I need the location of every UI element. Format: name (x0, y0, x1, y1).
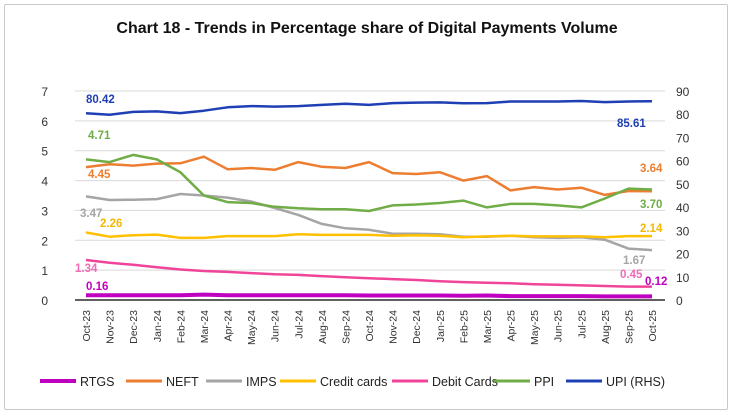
data-label-last: 85.61 (617, 118, 646, 130)
series-line-imps (85, 192, 653, 252)
y-tick-label: 5 (41, 145, 48, 159)
y2-tick-label: 40 (676, 201, 690, 215)
y2-tick-label: 70 (676, 131, 690, 145)
x-tick-label: Jun-24 (270, 310, 282, 342)
legend-label: Debit Cards (432, 375, 498, 389)
y-tick-label: 3 (41, 204, 48, 218)
x-tick-label: Oct-25 (647, 310, 659, 342)
series-line-credit-cards (85, 231, 652, 240)
x-tick-label: Aug-24 (317, 310, 329, 344)
y-tick-label: 0 (41, 294, 48, 308)
series-line-neft (85, 155, 653, 197)
x-tick-label: Sep-24 (340, 310, 352, 344)
legend-label: IMPS (246, 375, 277, 389)
legend-label: Credit cards (320, 375, 387, 389)
x-tick-label: Jun-25 (553, 310, 565, 342)
data-label-first: 2.26 (100, 218, 122, 230)
y-tick-label: 2 (41, 234, 48, 248)
legend-label: RTGS (80, 375, 115, 389)
y-tick-label: 4 (41, 175, 48, 189)
y2-tick-label: 60 (676, 155, 690, 169)
data-label-last: 0.45 (620, 269, 643, 281)
x-tick-label: May-24 (246, 310, 258, 345)
data-label-first: 3.47 (80, 208, 102, 220)
x-tick-label: Apr-24 (223, 310, 235, 342)
y2-tick-label: 90 (676, 85, 690, 99)
x-tick-label: Jan-25 (435, 310, 447, 342)
y2-tick-label: 20 (676, 248, 690, 262)
x-tick-label: Apr-25 (506, 310, 518, 342)
series-line-ppi (85, 153, 653, 213)
y2-tick-label: 80 (676, 108, 690, 122)
y-tick-label: 6 (41, 115, 48, 129)
x-tick-label: Nov-24 (388, 310, 400, 344)
legend-label: PPI (534, 375, 554, 389)
x-tick-label: Dec-24 (411, 310, 423, 344)
x-tick-label: Dec-23 (128, 310, 140, 344)
y2-tick-label: 50 (676, 178, 690, 192)
x-tick-label: Oct-24 (364, 310, 376, 342)
x-tick-label: Oct-23 (81, 310, 93, 342)
data-label-first: 0.16 (86, 281, 108, 293)
y2-tick-label: 10 (676, 271, 690, 285)
x-tick-label: Jul-25 (576, 310, 588, 339)
data-label-first: 4.71 (88, 130, 111, 142)
y-tick-label: 7 (41, 85, 48, 99)
x-tick-label: Mar-24 (199, 310, 211, 343)
x-tick-label: Nov-23 (105, 310, 117, 344)
data-label-last: 2.14 (640, 223, 663, 235)
series-line-rtgs (86, 292, 652, 299)
data-label-last: 3.70 (640, 199, 662, 211)
data-label-last: 1.67 (623, 255, 645, 267)
chart-title: Chart 18 - Trends in Percentage share of… (116, 20, 618, 37)
legend-label: NEFT (166, 375, 199, 389)
data-label-first: 80.42 (86, 94, 115, 106)
x-tick-label: Jul-24 (293, 310, 305, 339)
chart-frame (4, 4, 728, 410)
x-tick-label: Feb-24 (175, 310, 187, 343)
series-line-upi-rhs- (85, 99, 653, 116)
y2-tick-label: 30 (676, 224, 690, 238)
series-line-debit-cards (85, 258, 652, 288)
x-tick-label: Sep-25 (623, 310, 635, 344)
x-tick-label: Jan-24 (152, 310, 164, 342)
y-tick-label: 1 (41, 264, 48, 278)
legend-label: UPI (RHS) (606, 375, 665, 389)
x-tick-label: Feb-25 (458, 310, 470, 343)
x-tick-label: Mar-25 (482, 310, 494, 343)
data-label-first: 1.34 (75, 263, 98, 275)
x-tick-label: May-25 (529, 310, 541, 345)
data-label-last: 3.64 (640, 163, 663, 175)
y2-tick-label: 0 (676, 294, 683, 308)
x-tick-label: Aug-25 (600, 310, 612, 344)
data-label-last: 0.12 (645, 276, 667, 288)
data-label-first: 4.45 (88, 169, 111, 181)
